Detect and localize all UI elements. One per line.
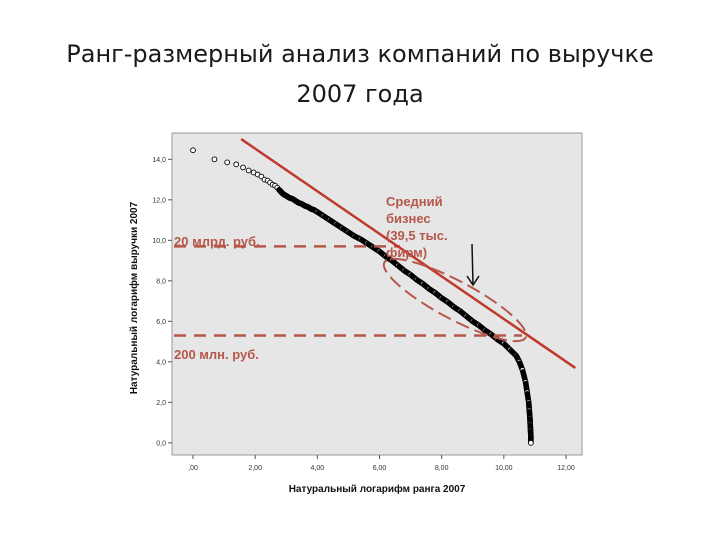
data-point <box>245 167 252 174</box>
regression-line <box>240 138 577 369</box>
data-point <box>240 164 246 171</box>
y-tick-label: 12,0 <box>152 197 166 204</box>
x-tick-label: 2,00 <box>248 465 262 472</box>
y-tick-label: 4,0 <box>156 359 166 366</box>
x-tick-label: 6,00 <box>373 465 387 472</box>
x-tick-label: 10,00 <box>495 465 513 472</box>
y-tick-label: 2,0 <box>156 400 166 407</box>
data-point <box>528 439 534 446</box>
segment-label: Средний бизнес (39,5 тыс. фирм) <box>386 194 448 260</box>
data-point <box>233 161 240 168</box>
level-label-high: 20 млрд. руб. <box>174 234 260 249</box>
x-tick-label: 4,00 <box>311 465 325 472</box>
data-point <box>190 147 196 154</box>
axis-ticks: ,00 2,00 4,00 6,00 8,00 10,00 12,00 0,0 2,0 4,0 6,… <box>152 157 574 472</box>
middle-business-ellipse <box>382 257 528 343</box>
y-tick-label: 10,0 <box>152 238 166 245</box>
y-tick-label: 8,0 <box>156 278 166 285</box>
annotation-overlay: 20 млрд. руб. 200 млн. руб. Средний бизнес(… <box>174 138 577 369</box>
x-tick-label: 12,00 <box>557 465 575 472</box>
arrow-head <box>466 275 480 287</box>
x-tick-label: 8,00 <box>435 465 449 472</box>
data-point <box>224 159 231 166</box>
plot-area <box>171 132 583 456</box>
arrow-shaft <box>471 243 474 285</box>
scatter-points <box>190 147 534 446</box>
level-label-low: 200 млн. руб. <box>174 347 259 362</box>
y-axis-label: Натуральный логарифм выручки 2007 <box>128 201 140 394</box>
x-tick-label: ,00 <box>188 465 198 472</box>
data-point <box>211 156 218 163</box>
x-axis-label: Натуральный логарифм ранга 2007 <box>289 483 466 495</box>
y-tick-label: 14,0 <box>152 157 166 164</box>
y-tick-label: 6,0 <box>156 319 166 326</box>
slide-title: Ранг-размерный анализ компаний по выручк… <box>66 40 654 108</box>
y-tick-label: 0,0 <box>156 440 166 447</box>
